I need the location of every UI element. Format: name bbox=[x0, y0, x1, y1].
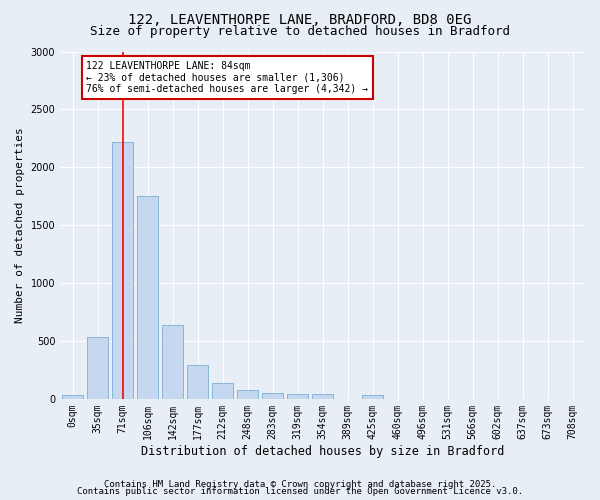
Bar bbox=[162, 324, 183, 399]
Bar bbox=[237, 390, 258, 399]
Bar bbox=[287, 394, 308, 399]
Bar bbox=[362, 396, 383, 399]
Text: 122 LEAVENTHORPE LANE: 84sqm
← 23% of detached houses are smaller (1,306)
76% of: 122 LEAVENTHORPE LANE: 84sqm ← 23% of de… bbox=[86, 61, 368, 94]
Bar bbox=[87, 338, 108, 399]
Text: Size of property relative to detached houses in Bradford: Size of property relative to detached ho… bbox=[90, 25, 510, 38]
X-axis label: Distribution of detached houses by size in Bradford: Distribution of detached houses by size … bbox=[141, 444, 504, 458]
Bar bbox=[112, 142, 133, 399]
Text: Contains public sector information licensed under the Open Government Licence v3: Contains public sector information licen… bbox=[77, 488, 523, 496]
Text: 122, LEAVENTHORPE LANE, BRADFORD, BD8 0EG: 122, LEAVENTHORPE LANE, BRADFORD, BD8 0E… bbox=[128, 12, 472, 26]
Bar bbox=[312, 394, 333, 399]
Bar bbox=[62, 396, 83, 399]
Bar bbox=[137, 196, 158, 399]
Y-axis label: Number of detached properties: Number of detached properties bbox=[15, 128, 25, 323]
Bar bbox=[212, 382, 233, 399]
Bar bbox=[187, 366, 208, 399]
Bar bbox=[262, 393, 283, 399]
Text: Contains HM Land Registry data © Crown copyright and database right 2025.: Contains HM Land Registry data © Crown c… bbox=[104, 480, 496, 489]
